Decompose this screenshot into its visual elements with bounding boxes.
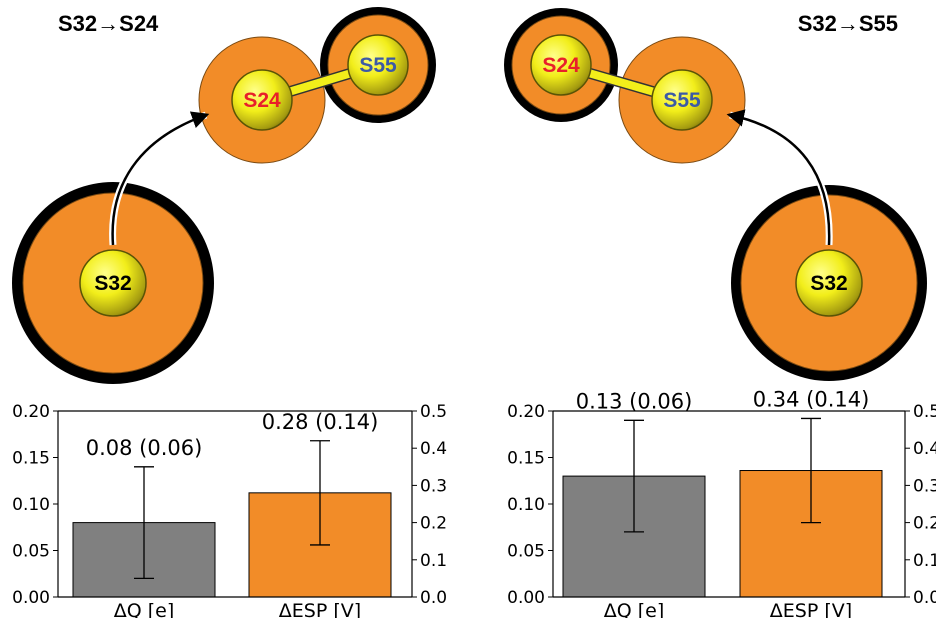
right-tick-label: 0.2 — [420, 514, 447, 534]
transfer-arrow — [726, 109, 831, 246]
right-tick-label: 0.5 — [913, 402, 936, 422]
category-label: ΔESP [V] — [770, 600, 852, 618]
transfer-arrow — [111, 111, 210, 246]
data-label: 0.08 (0.06) — [86, 436, 203, 460]
bar-chart-1: 0.08 (0.06)ΔQ [e]0.28 (0.14)ΔESP [V]0.00… — [12, 402, 447, 618]
left-tick-label: 0.15 — [12, 449, 50, 469]
node-ball-s24 — [530, 34, 592, 96]
left-tick-label: 0.00 — [12, 588, 50, 608]
left-tick-label: 0.10 — [507, 495, 545, 515]
data-label: 0.28 (0.14) — [262, 410, 379, 434]
left-tick-label: 0.05 — [12, 542, 50, 562]
reaction-diagram-2: S32→S55 S32 S24 S55 — [504, 8, 927, 381]
right-tick-label: 0.2 — [913, 514, 936, 534]
diagram-layer: S32→S24 S32 S24 S55 S32→S55 S32 S24 S55 — [12, 7, 927, 384]
right-tick-label: 0.3 — [420, 476, 447, 496]
node-ball-s32 — [795, 249, 863, 317]
data-label: 0.34 (0.14) — [753, 387, 870, 411]
node-ball-s24 — [231, 69, 293, 131]
right-tick-label: 0.3 — [913, 476, 936, 496]
right-tick-label: 0.4 — [420, 439, 447, 459]
left-tick-label: 0.05 — [507, 542, 545, 562]
left-tick-label: 0.10 — [12, 495, 50, 515]
right-tick-label: 0.1 — [420, 551, 447, 571]
left-tick-label: 0.20 — [507, 402, 545, 422]
category-label: ΔESP [V] — [279, 600, 361, 618]
node-ball-s32 — [79, 249, 147, 317]
category-label: ΔQ [e] — [604, 600, 665, 618]
diagram-title: S32→S55 — [798, 11, 898, 36]
right-tick-label: 0.4 — [913, 439, 936, 459]
left-tick-label: 0.15 — [507, 449, 545, 469]
node-label-s32: S32 — [94, 272, 131, 295]
right-tick-label: 0.0 — [913, 588, 936, 608]
chart-layer: 0.08 (0.06)ΔQ [e]0.28 (0.14)ΔESP [V]0.00… — [12, 387, 936, 618]
node-label-s24: S24 — [542, 54, 580, 77]
diagram-title: S32→S24 — [58, 11, 159, 36]
node-label-s32: S32 — [810, 272, 847, 295]
node-ball-s55 — [651, 69, 713, 131]
left-tick-label: 0.00 — [507, 588, 545, 608]
node-label-s55: S55 — [663, 89, 701, 112]
left-tick-label: 0.20 — [12, 402, 50, 422]
node-label-s55: S55 — [359, 54, 397, 77]
category-label: ΔQ [e] — [114, 600, 175, 618]
node-label-s24: S24 — [243, 89, 281, 112]
right-tick-label: 0.0 — [420, 588, 447, 608]
right-tick-label: 0.1 — [913, 551, 936, 571]
right-tick-label: 0.5 — [420, 402, 447, 422]
reaction-diagram-1: S32→S24 S32 S24 S55 — [12, 7, 436, 384]
data-label: 0.13 (0.06) — [576, 389, 693, 413]
node-ball-s55 — [347, 34, 409, 96]
bar-chart-2: 0.13 (0.06)ΔQ [e]0.34 (0.14)ΔESP [V]0.00… — [507, 387, 936, 618]
